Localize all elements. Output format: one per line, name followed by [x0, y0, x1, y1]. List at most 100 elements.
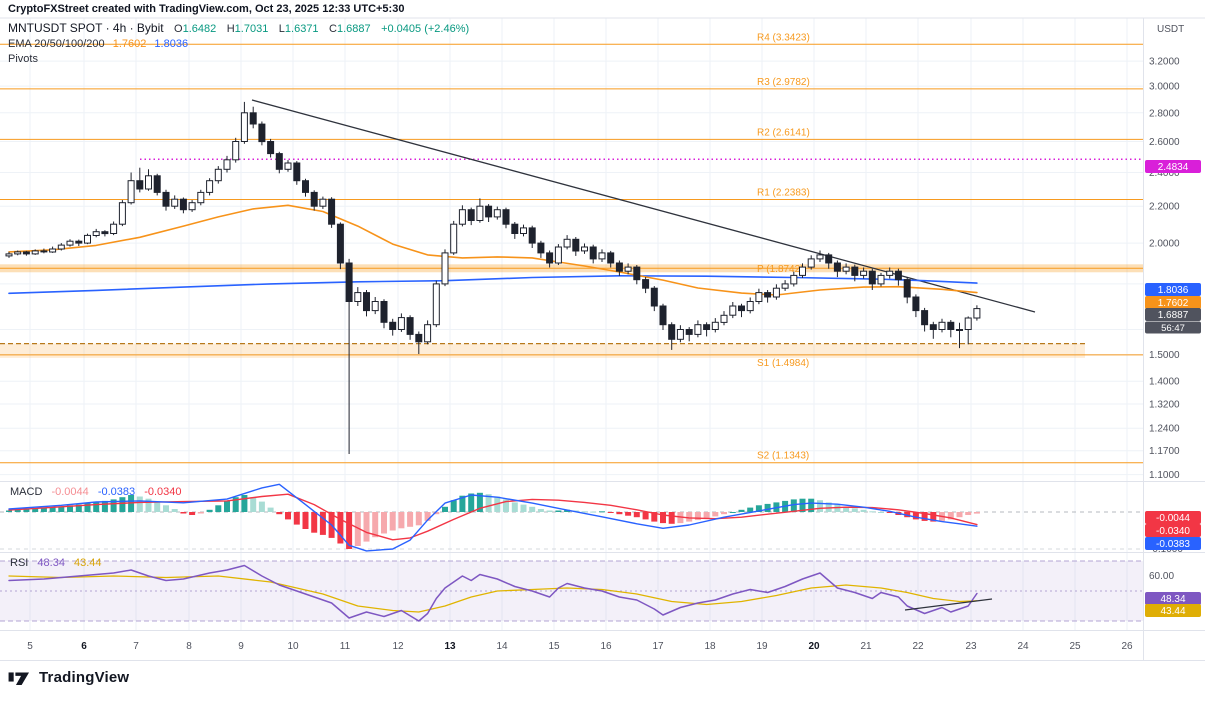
svg-text:1.6887: 1.6887 [1158, 310, 1189, 321]
candle [764, 292, 772, 298]
time-tick[interactable]: 10 [287, 641, 299, 652]
candle [790, 274, 798, 285]
time-tick[interactable]: 22 [912, 641, 924, 652]
candle [947, 321, 955, 330]
svg-text:1.1000: 1.1000 [1149, 470, 1180, 481]
time-tick[interactable]: 17 [652, 641, 664, 652]
pivot-label-r1: R1 (2.2383) [757, 188, 810, 199]
tradingview-logo-icon [8, 672, 30, 685]
rsi-indicator-label[interactable]: RSI [10, 557, 29, 569]
candle [275, 153, 283, 170]
time-tick[interactable]: 25 [1069, 641, 1081, 652]
candle [938, 321, 946, 330]
descending-trendline [251, 99, 1036, 313]
time-tick[interactable]: 26 [1121, 641, 1133, 652]
chart-legend: MNTUSDT SPOT · 4h · Bybit O1.6482 H1.703… [8, 21, 469, 66]
ohlc-open-value: 1.6482 [182, 23, 217, 35]
pivots-row: Pivots [8, 52, 469, 66]
time-tick[interactable]: 23 [965, 641, 977, 652]
candle [345, 262, 353, 302]
candle [397, 317, 405, 331]
time-tick[interactable]: 18 [704, 641, 716, 652]
symbol-title[interactable]: MNTUSDT SPOT · 4h · Bybit [8, 21, 164, 35]
candlestick-series [5, 101, 981, 454]
candle [642, 279, 650, 289]
time-tick[interactable]: 6 [81, 641, 87, 652]
candle [964, 317, 972, 330]
price-badge [1145, 511, 1201, 524]
candle [956, 329, 963, 331]
svg-text:1.3200: 1.3200 [1149, 400, 1180, 411]
time-tick[interactable]: 9 [238, 641, 244, 652]
candle [249, 112, 257, 125]
candle [528, 227, 536, 244]
trendline[interactable] [251, 99, 1036, 313]
ohlc-high-value: 1.7031 [234, 23, 269, 35]
pivot-levels: R4 (3.3423) R3 (2.9782) R2 (2.6141) R1 (2.2… [0, 32, 1143, 464]
rsi-line [8, 564, 978, 622]
time-tick[interactable]: 16 [600, 641, 612, 652]
time-tick[interactable]: 7 [133, 641, 139, 652]
candle [851, 266, 859, 276]
svg-text:1.5000: 1.5000 [1149, 350, 1180, 361]
ema-indicator-label[interactable]: EMA 20/50/100/200 [8, 38, 105, 50]
ema-value-blue: 1.8036 [154, 38, 189, 50]
time-tick[interactable]: 21 [860, 641, 872, 652]
svg-text:2.0000: 2.0000 [1149, 239, 1180, 250]
svg-text:2.6000: 2.6000 [1149, 137, 1180, 148]
candle [49, 248, 57, 253]
candle [328, 198, 336, 225]
tradingview-brand[interactable]: TradingView [8, 667, 129, 687]
candle [84, 234, 91, 244]
candle [912, 296, 920, 312]
candle [171, 198, 179, 207]
candle [31, 250, 39, 255]
time-tick[interactable]: 12 [392, 641, 404, 652]
time-tick[interactable]: 14 [496, 641, 508, 652]
candle [703, 324, 711, 331]
candle [842, 266, 850, 272]
time-tick[interactable]: 11 [340, 641, 351, 652]
candle [720, 314, 728, 323]
time-tick[interactable]: 5 [27, 641, 33, 652]
candle [118, 202, 126, 225]
pivot-label-r3: R3 (2.9782) [757, 77, 810, 88]
svg-text:-0.0044: -0.0044 [1156, 513, 1190, 524]
candle [66, 240, 74, 246]
candle [554, 246, 562, 264]
time-tick[interactable]: 20 [808, 641, 820, 652]
rsi-trendline[interactable] [904, 598, 993, 611]
candle [206, 180, 214, 193]
ohlc-low-value: 1.6371 [284, 23, 319, 35]
time-tick[interactable]: 24 [1017, 641, 1029, 652]
time-tick[interactable]: 13 [444, 641, 456, 652]
candle [432, 283, 440, 326]
candle [415, 333, 423, 343]
macd-indicator-label[interactable]: MACD [10, 486, 43, 498]
axis-currency-label: USDT [1157, 24, 1185, 35]
price-badge [1145, 537, 1201, 550]
macd-signal-line [8, 493, 978, 541]
candle [546, 252, 554, 264]
candle [694, 324, 702, 335]
pivots-indicator-label[interactable]: Pivots [8, 53, 38, 65]
candle [711, 321, 719, 330]
macd-legend: MACD -0.0044 -0.0383 -0.0340 [10, 486, 182, 498]
rsi-value: 48.34 [37, 557, 65, 569]
svg-text:2.4834: 2.4834 [1158, 162, 1189, 173]
time-tick[interactable]: 15 [548, 641, 560, 652]
candle [581, 246, 588, 252]
time-tick[interactable]: 8 [186, 641, 192, 652]
candle [493, 209, 501, 218]
candle [903, 279, 911, 298]
svg-text:3.2000: 3.2000 [1149, 57, 1180, 68]
countdown-badge [1145, 321, 1201, 334]
symbol-row: MNTUSDT SPOT · 4h · Bybit O1.6482 H1.703… [8, 21, 469, 36]
svg-text:3.0000: 3.0000 [1149, 82, 1180, 93]
candle [598, 252, 606, 260]
time-tick[interactable]: 19 [756, 641, 768, 652]
candle [214, 168, 222, 182]
candle [676, 329, 684, 340]
